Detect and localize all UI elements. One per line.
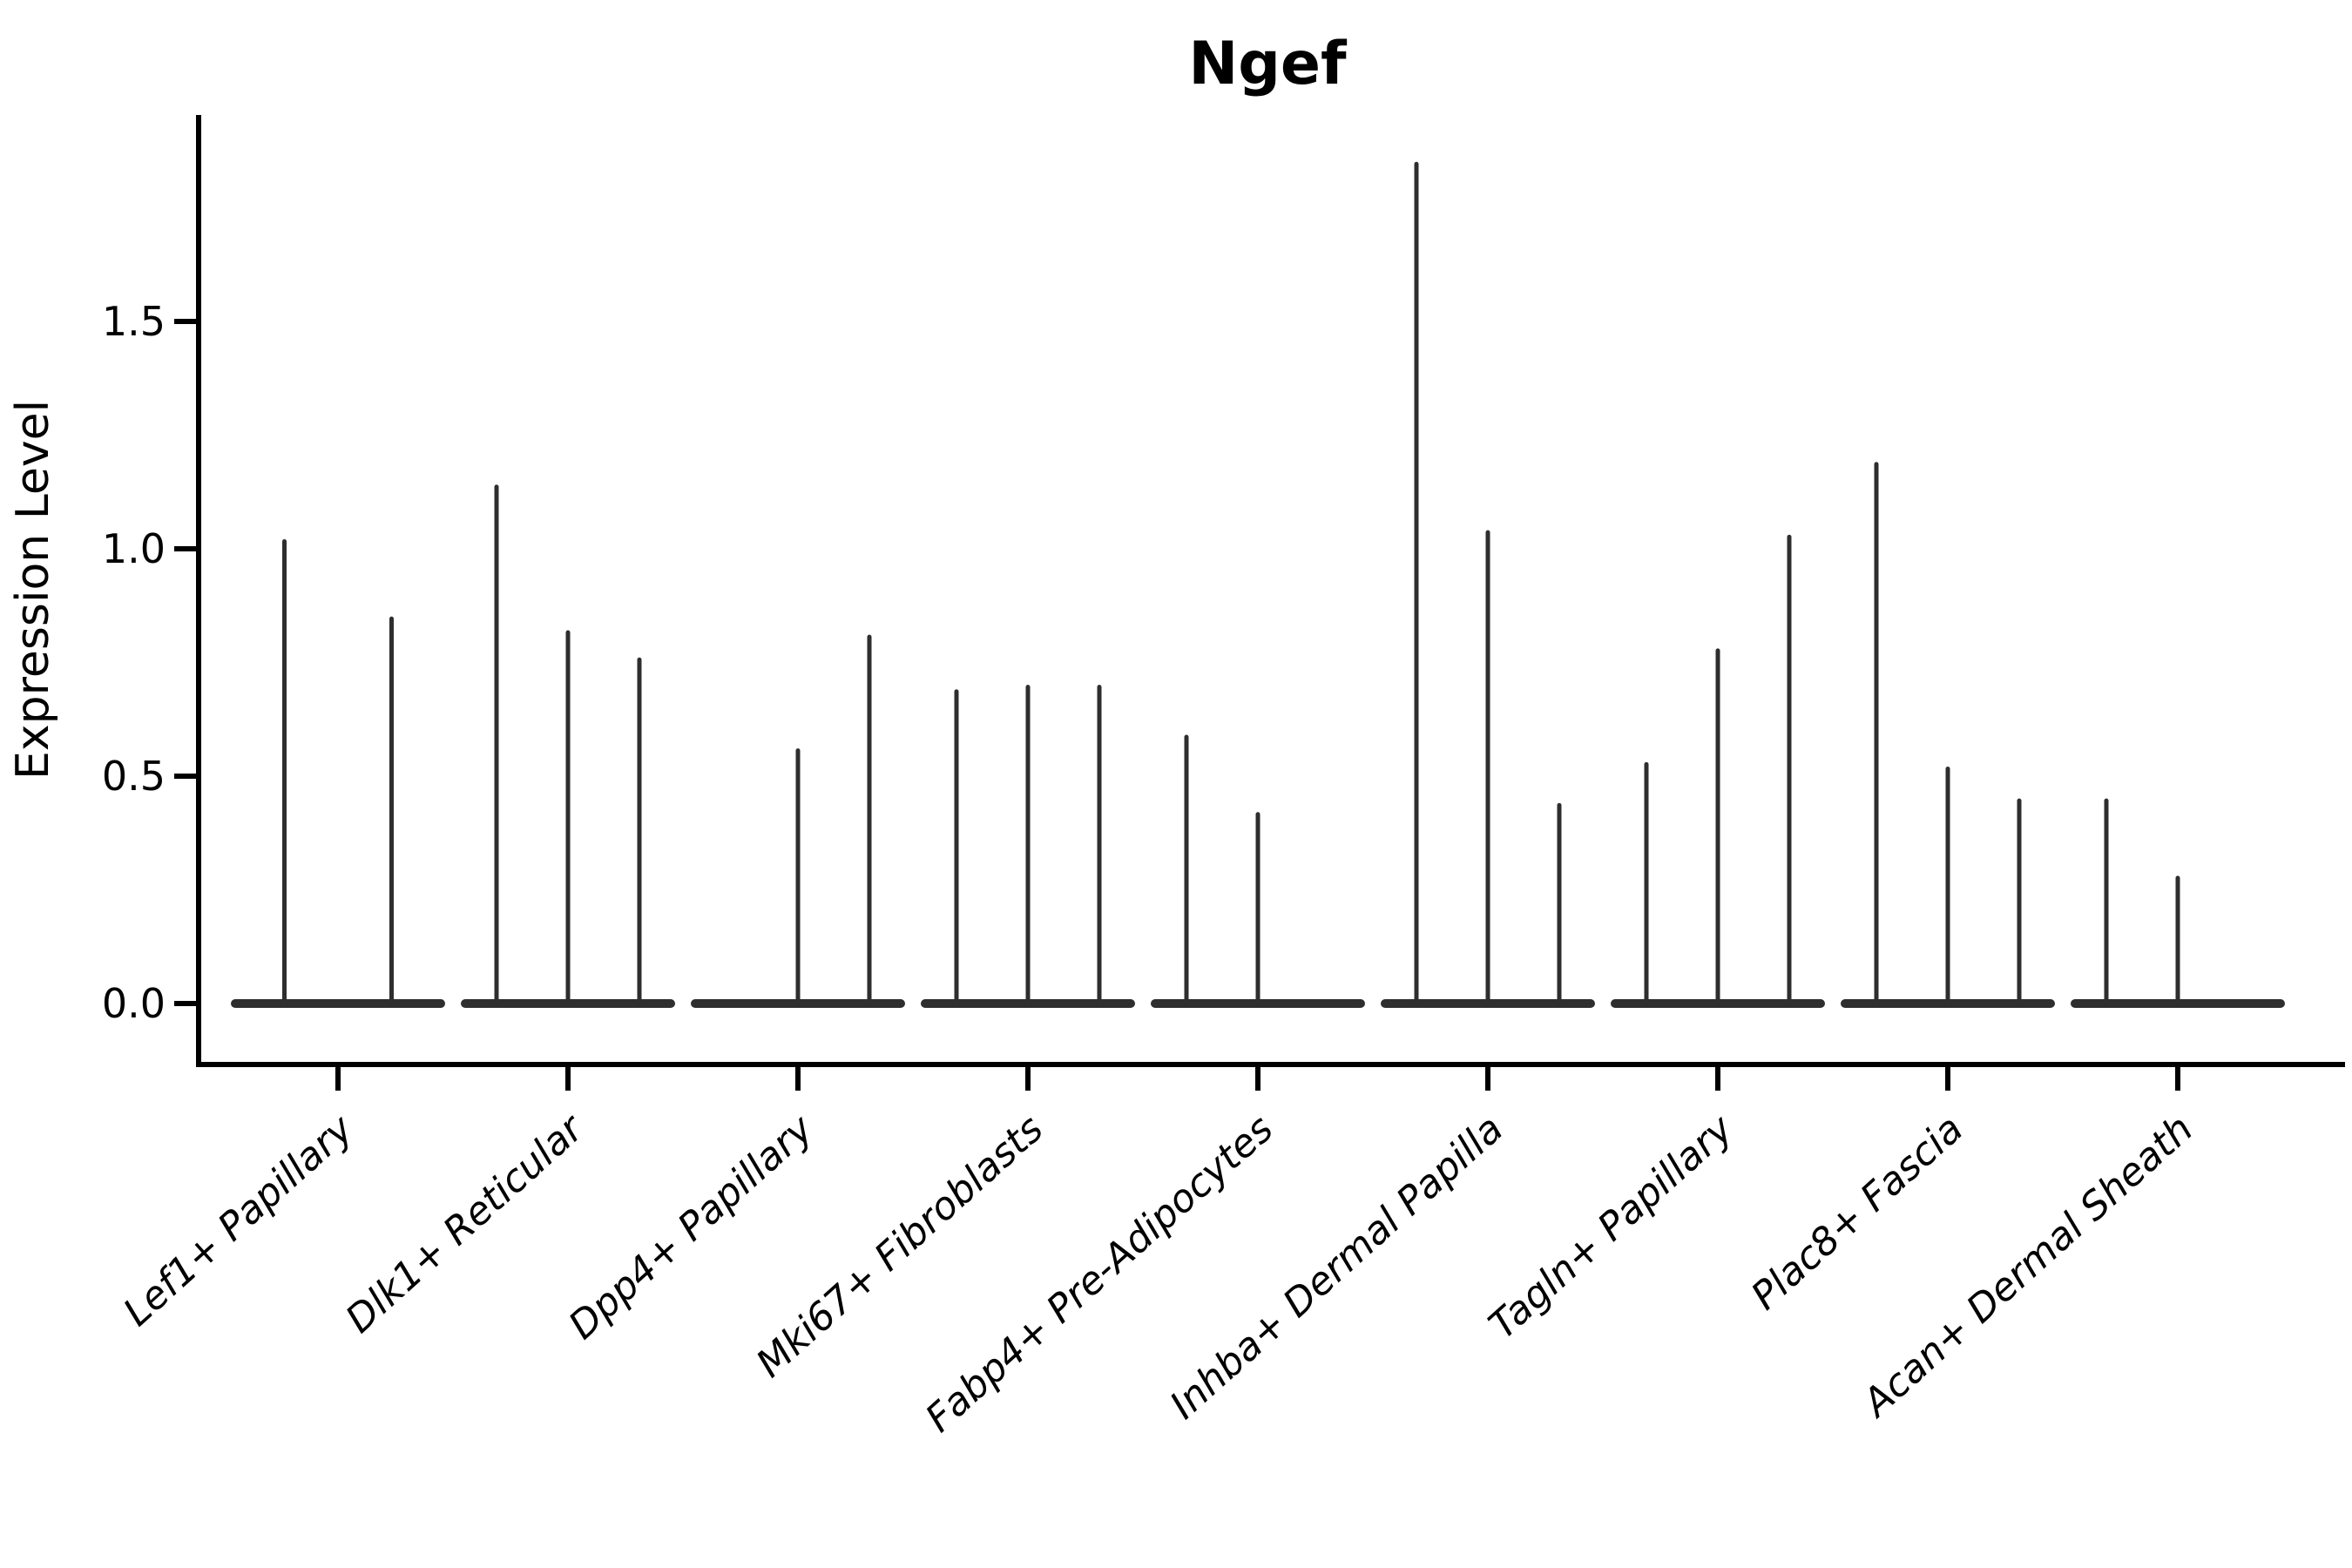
y-axis-label: Expression Level bbox=[7, 400, 59, 780]
x-tick-label: Plac8+ Fascia bbox=[1743, 1106, 1972, 1319]
x-tick-label: Tagln+ Papillary bbox=[1481, 1106, 1742, 1348]
y-tick-label: 1.5 bbox=[102, 298, 166, 345]
y-tick-label: 1.0 bbox=[102, 525, 166, 572]
y-tick-label: 0.5 bbox=[102, 753, 166, 800]
y-tick-label: 0.0 bbox=[102, 980, 166, 1027]
x-tick-label: Dpp4+ Papillary bbox=[560, 1106, 822, 1348]
x-tick-label: Dlk1+ Reticular bbox=[337, 1105, 593, 1342]
chart-title: Ngef bbox=[1188, 30, 1348, 98]
x-tick-label: Lef1+ Papillary bbox=[115, 1106, 362, 1335]
